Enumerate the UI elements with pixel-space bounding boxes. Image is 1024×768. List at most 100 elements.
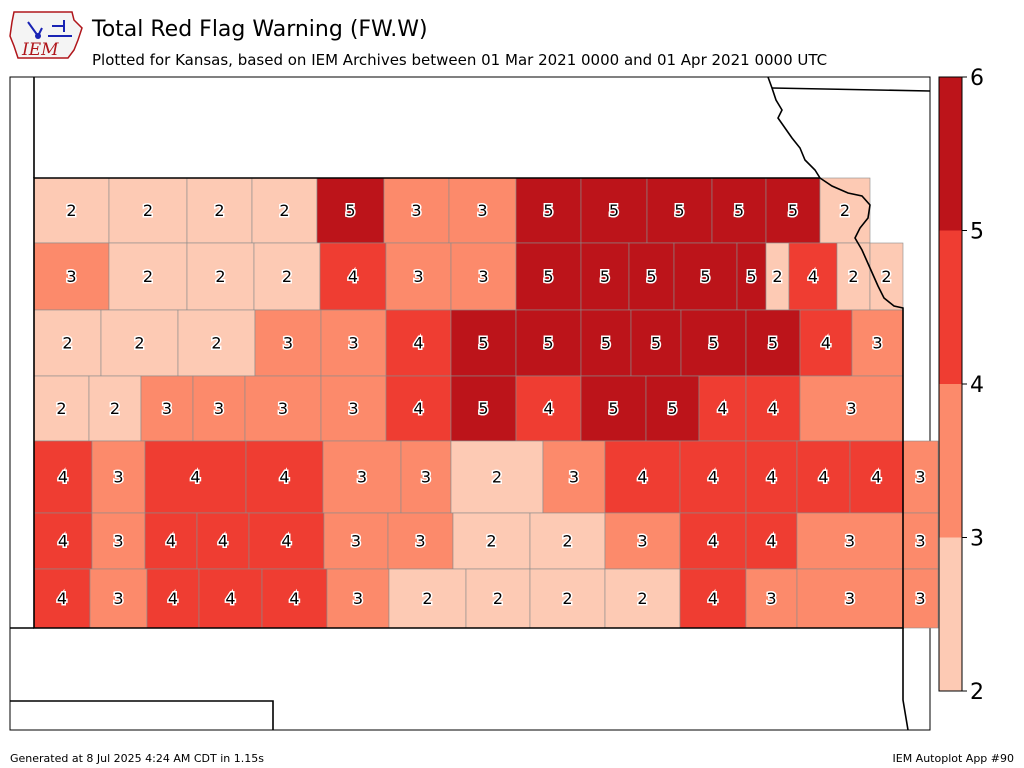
county-value-0-12: 2 — [840, 201, 850, 220]
county-value-5-4: 4 — [281, 532, 291, 551]
county-6-1 — [89, 568, 148, 629]
county-value-3-6: 4 — [413, 399, 423, 418]
county-5-8 — [529, 512, 606, 570]
county-value-0-9: 5 — [674, 201, 684, 220]
county-value-1-8: 5 — [600, 267, 610, 286]
county-4-12 — [849, 440, 904, 514]
county-2-12 — [799, 309, 853, 377]
county-6-8 — [529, 568, 606, 629]
county-3-4 — [244, 375, 322, 442]
county-value-4-13: 3 — [915, 468, 925, 487]
county-value-1-0: 3 — [66, 267, 76, 286]
county-value-5-1: 3 — [113, 532, 123, 551]
county-value-5-0: 4 — [58, 532, 68, 551]
county-2-9 — [630, 309, 682, 377]
county-value-4-5: 3 — [421, 468, 431, 487]
county-value-2-11: 5 — [768, 334, 778, 353]
county-value-1-9: 5 — [646, 267, 656, 286]
county-value-2-0: 2 — [62, 334, 72, 353]
weather-symbol-icon — [27, 20, 72, 37]
county-4-6 — [450, 440, 544, 514]
county-5-5 — [323, 512, 389, 570]
county-0-2 — [186, 177, 253, 244]
county-value-4-6: 2 — [492, 468, 502, 487]
county-value-0-6: 3 — [477, 201, 487, 220]
county-5-4 — [248, 512, 325, 570]
county-value-2-5: 4 — [413, 334, 423, 353]
county-value-1-5: 3 — [413, 267, 423, 286]
county-value-4-2: 4 — [190, 468, 200, 487]
county-value-6-0: 4 — [57, 589, 67, 608]
county-value-1-6: 3 — [478, 267, 488, 286]
county-value-5-8: 2 — [562, 532, 572, 551]
county-1-0 — [33, 242, 110, 311]
county-value-0-10: 5 — [734, 201, 744, 220]
county-value-1-12: 2 — [772, 267, 782, 286]
county-3-1 — [88, 375, 142, 442]
county-1-6 — [450, 242, 517, 311]
county-value-4-3: 4 — [279, 468, 289, 487]
county-3-11 — [698, 375, 747, 442]
county-value-6-4: 4 — [289, 589, 299, 608]
county-value-4-9: 4 — [708, 468, 718, 487]
county-2-13 — [851, 309, 904, 377]
county-value-3-4: 3 — [278, 399, 288, 418]
county-6-10 — [679, 568, 747, 629]
county-value-3-0: 2 — [56, 399, 66, 418]
generated-timestamp: Generated at 8 Jul 2025 4:24 AM CDT in 1… — [10, 752, 264, 765]
county-value-6-10: 4 — [708, 589, 718, 608]
county-layer — [33, 177, 939, 629]
county-value-6-1: 3 — [113, 589, 123, 608]
county-value-3-9: 5 — [608, 399, 618, 418]
county-3-6 — [385, 375, 452, 442]
county-3-5 — [320, 375, 387, 442]
county-value-4-8: 4 — [637, 468, 647, 487]
county-value-1-7: 5 — [543, 267, 553, 286]
logo-text: IEM — [21, 40, 59, 60]
county-value-1-15: 2 — [881, 267, 891, 286]
county-value-1-14: 2 — [848, 267, 858, 286]
county-value-3-8: 4 — [543, 399, 553, 418]
county-value-6-7: 2 — [493, 589, 503, 608]
county-5-13 — [902, 512, 939, 570]
county-4-5 — [400, 440, 452, 514]
county-2-5 — [385, 309, 452, 377]
county-value-4-1: 3 — [113, 468, 123, 487]
county-3-7 — [450, 375, 517, 442]
county-value-6-8: 2 — [562, 589, 572, 608]
county-value-4-12: 4 — [871, 468, 881, 487]
county-0-8 — [580, 177, 648, 244]
county-4-1 — [91, 440, 146, 514]
county-4-11 — [796, 440, 851, 514]
county-5-2 — [144, 512, 198, 570]
colorbar-ticks: 2 3 4 5 6 — [962, 66, 984, 705]
county-value-1-13: 4 — [808, 267, 818, 286]
colorbar-bin-3 — [939, 77, 962, 231]
county-3-9 — [580, 375, 647, 442]
county-value-2-3: 3 — [283, 334, 293, 353]
county-3-0 — [33, 375, 90, 442]
county-value-0-5: 3 — [411, 201, 421, 220]
county-2-6 — [450, 309, 517, 377]
colorbar-tick-label-2: 4 — [970, 373, 984, 398]
county-1-15 — [869, 242, 904, 311]
colorbar-bin-1 — [939, 384, 962, 538]
county-4-2 — [144, 440, 247, 514]
county-value-1-3: 2 — [282, 267, 292, 286]
oklahoma-border — [10, 627, 909, 731]
colorbar-tick-label-3: 5 — [970, 220, 984, 245]
county-0-10 — [711, 177, 767, 244]
county-4-4 — [322, 440, 402, 514]
county-2-4 — [320, 309, 387, 377]
county-value-2-6: 5 — [478, 334, 488, 353]
county-6-7 — [465, 568, 531, 629]
county-value-2-2: 2 — [211, 334, 221, 353]
county-3-2 — [140, 375, 194, 442]
county-6-0 — [33, 568, 91, 629]
county-value-3-7: 5 — [478, 399, 488, 418]
county-value-3-13: 3 — [846, 399, 856, 418]
county-value-1-2: 2 — [215, 267, 225, 286]
county-value-6-6: 2 — [422, 589, 432, 608]
county-6-4 — [261, 568, 328, 629]
county-value-0-7: 5 — [543, 201, 553, 220]
